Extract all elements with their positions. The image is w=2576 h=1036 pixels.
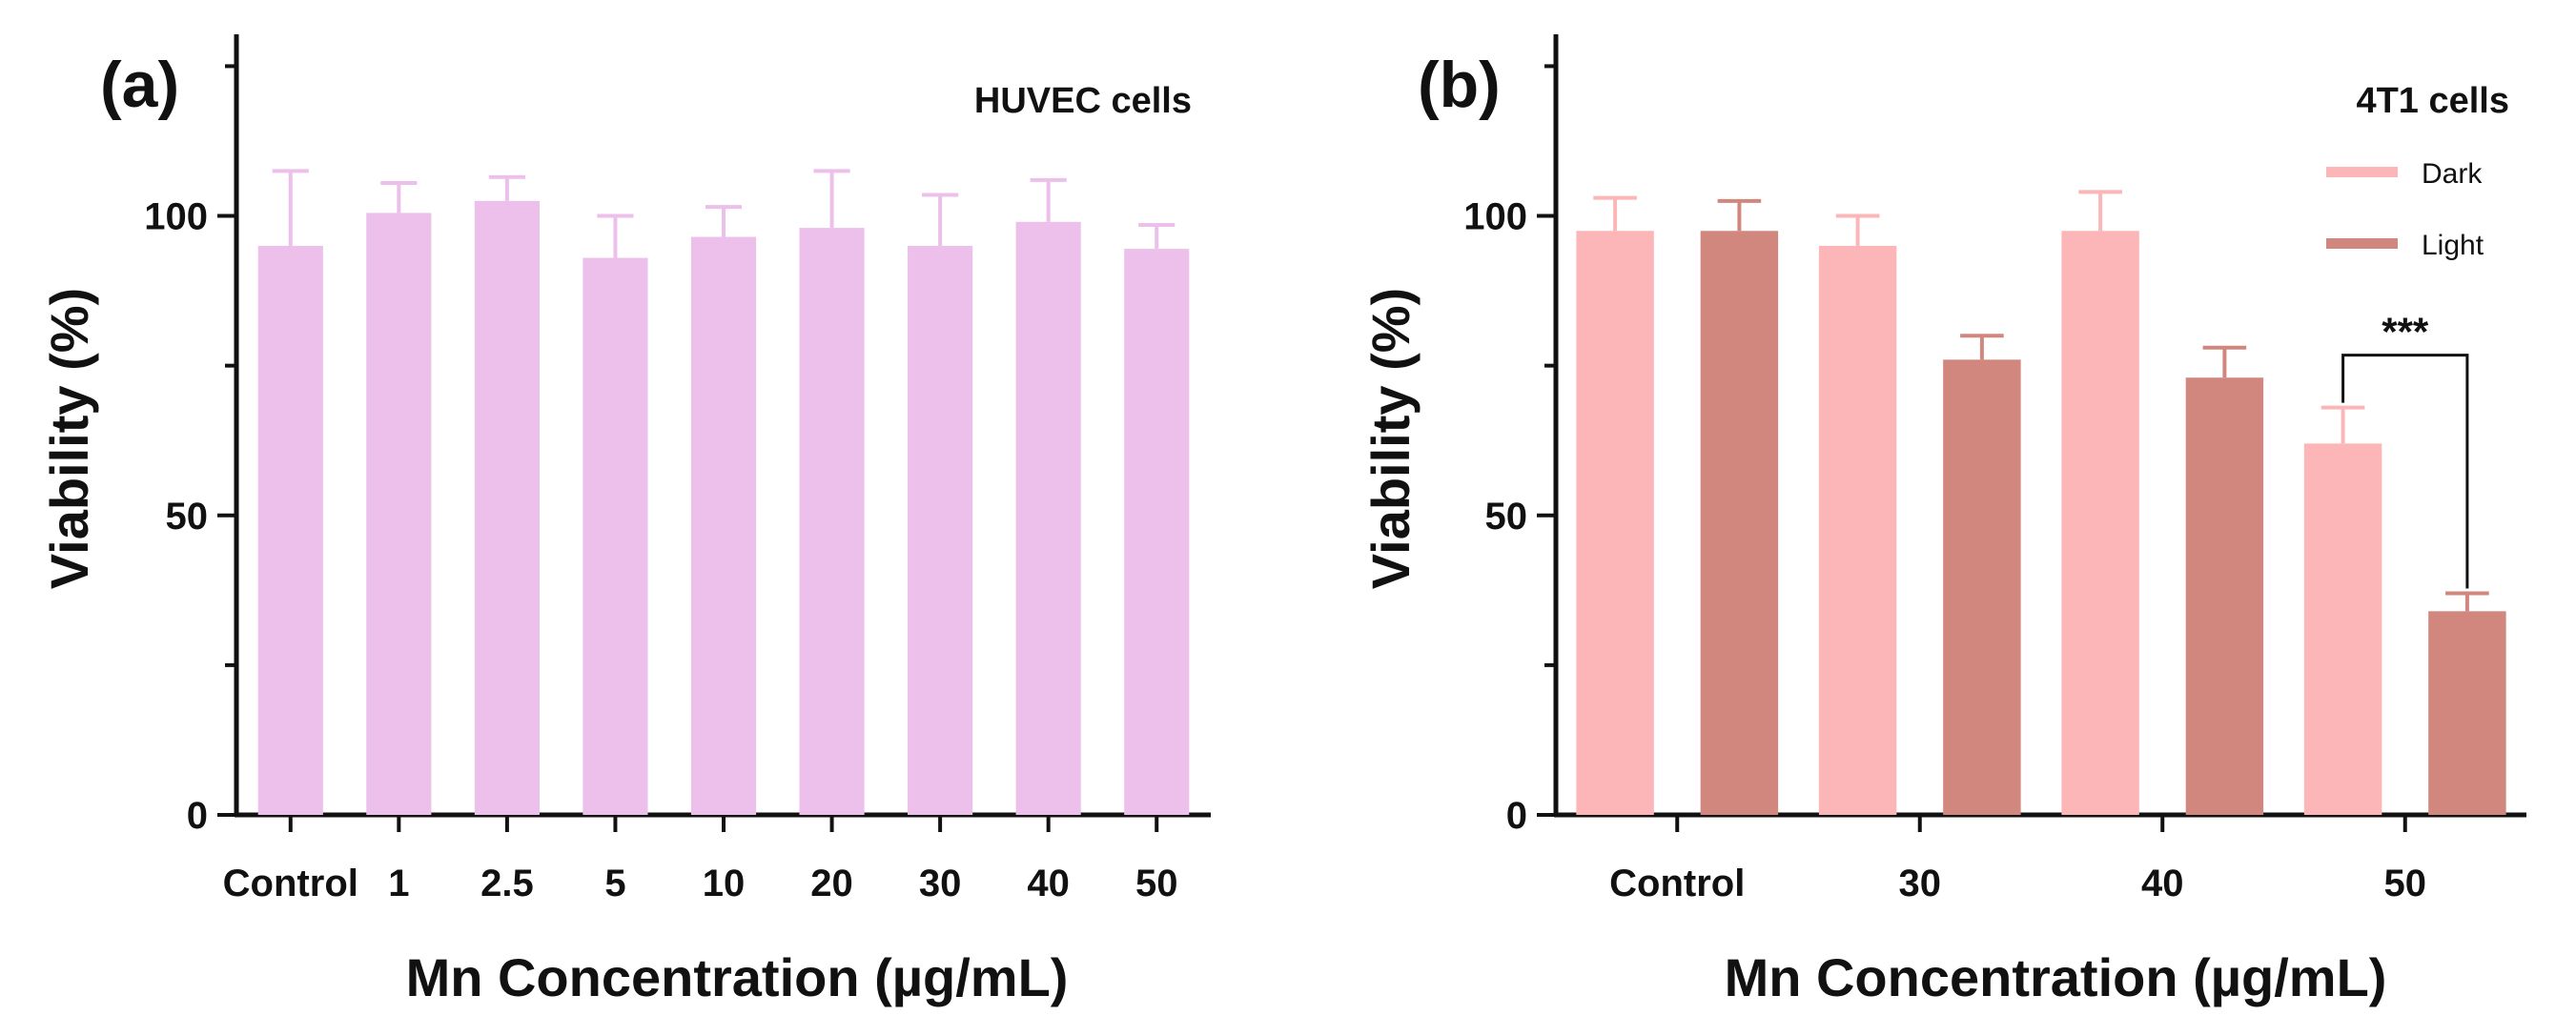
legend-label-light: Light <box>2422 230 2484 261</box>
bar-a-huvec-5 <box>583 257 648 815</box>
x-tick-label-a-50: 50 <box>1135 863 1178 904</box>
y-axis-title-b: Viability (%) <box>1360 288 1421 589</box>
bar-a-huvec-40 <box>1015 221 1081 816</box>
x-tick-label-b-control: Control <box>1609 863 1745 904</box>
y-tick-label-a-0: 0 <box>187 795 208 837</box>
bar-b-dark-50 <box>2303 443 2382 815</box>
x-tick-label-a-1: 1 <box>388 863 409 904</box>
x-tick-label-a-10: 10 <box>703 863 746 904</box>
bar-b-light-40 <box>2185 377 2264 815</box>
panel-label-a: (a) <box>100 49 179 121</box>
chart-title-b: 4T1 cells <box>2356 81 2509 121</box>
bar-b-dark-control <box>1576 231 1654 815</box>
x-tick-label-b-50: 50 <box>2384 863 2427 904</box>
plot-area-b: 0 50 100 Control 30 40 50 *** <box>1463 34 2526 904</box>
panel-label-b: (b) <box>1418 49 1501 121</box>
bar-b-light-30 <box>1943 359 2021 815</box>
bar-a-huvec-30 <box>908 245 973 815</box>
y-tick-label-a-100: 100 <box>144 196 208 238</box>
y-axis-title-a: Viability (%) <box>39 288 99 589</box>
bar-b-light-50 <box>2428 611 2506 815</box>
bar-a-huvec-50 <box>1124 249 1190 815</box>
bar-a-huvec-control <box>257 245 323 815</box>
legend-label-dark: Dark <box>2422 158 2483 190</box>
x-tick-label-a-30: 30 <box>919 863 962 904</box>
bar-a-huvec-10 <box>690 236 757 816</box>
bar-a-huvec-1 <box>366 213 432 816</box>
x-tick-label-a-5: 5 <box>604 863 625 904</box>
y-tick-label-b-100: 100 <box>1463 196 1527 238</box>
bar-a-huvec-20 <box>799 228 865 816</box>
legend-swatch-light <box>2326 238 2398 249</box>
x-tick-label-b-30: 30 <box>1899 863 1942 904</box>
bar-a-huvec-2-5 <box>474 200 540 816</box>
x-tick-label-a-control: Control <box>223 863 358 904</box>
x-tick-label-a-20: 20 <box>810 863 853 904</box>
chart-panel-a: (a) HUVEC cells Viability (%) Mn Concent… <box>39 34 1211 1007</box>
significance-label-b-0: *** <box>2382 310 2429 355</box>
y-tick-label-b-50: 50 <box>1485 496 1528 538</box>
significance-bracket-b-0 <box>2341 354 2469 589</box>
y-tick-label-b-0: 0 <box>1506 795 1527 837</box>
bar-b-dark-40 <box>2061 231 2139 815</box>
plot-area-a: 0 50 100 Control 1 2.5 5 10 20 30 40 50 <box>144 34 1211 904</box>
x-tick-label-a-2-5: 2.5 <box>480 863 534 904</box>
legend: Dark Light <box>2326 158 2484 261</box>
x-tick-label-b-40: 40 <box>2141 863 2184 904</box>
chart-title-a: HUVEC cells <box>974 81 1192 121</box>
bar-b-light-control <box>1700 231 1779 815</box>
x-axis-title-b: Mn Concentration (µg/mL) <box>1725 947 2387 1007</box>
legend-swatch-dark <box>2326 167 2398 177</box>
bar-b-dark-30 <box>1818 245 1897 815</box>
y-tick-label-a-50: 50 <box>166 496 209 538</box>
x-tick-label-a-40: 40 <box>1027 863 1070 904</box>
chart-panel-b: (b) 4T1 cells Viability (%) Mn Concentra… <box>1360 34 2526 1007</box>
x-axis-title-a: Mn Concentration (µg/mL) <box>406 947 1069 1007</box>
